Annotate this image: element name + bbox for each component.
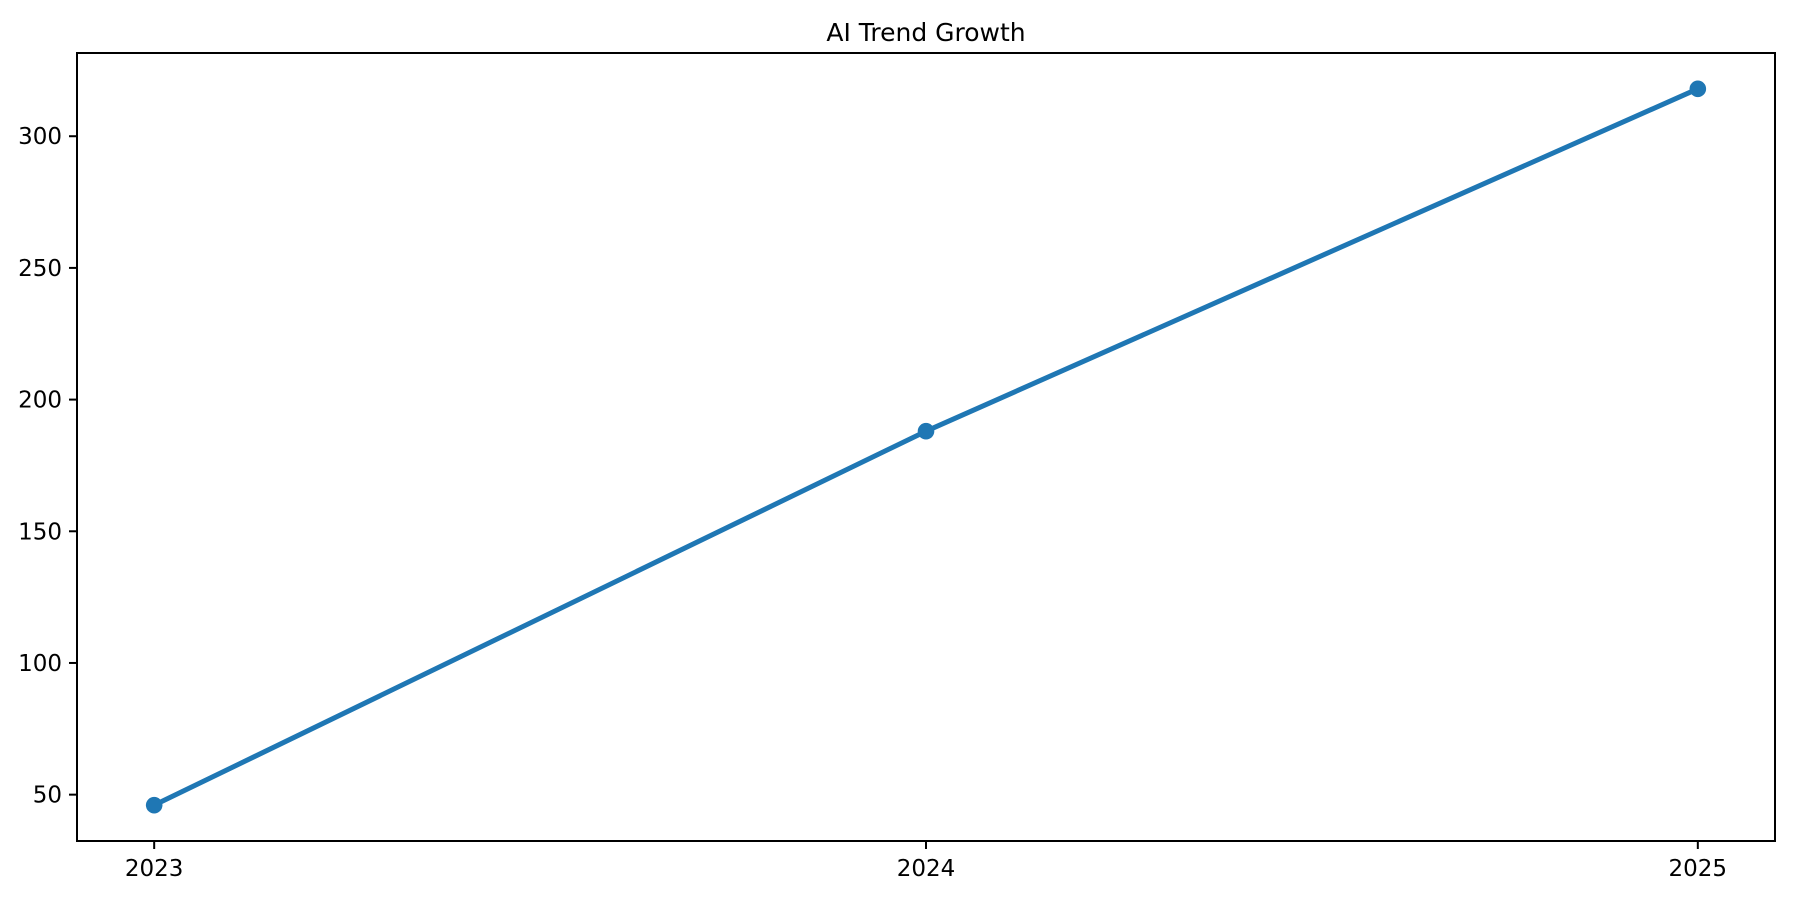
axes-spines (76, 52, 1776, 842)
x-tick-label: 2023 (125, 856, 184, 882)
x-tick-label: 2024 (897, 856, 956, 882)
y-tick-label: 250 (18, 256, 62, 282)
series-line (153, 86, 1699, 808)
y-tick-label: 300 (18, 124, 62, 150)
y-tick-label: 150 (18, 519, 62, 545)
chart-title: AI Trend Growth (826, 18, 1025, 47)
plot-area: 50 100 150 200 250 300 2023 2024 2025 (18, 52, 1776, 882)
x-tick-label: 2025 (1669, 856, 1728, 882)
y-tick-label: 200 (18, 388, 62, 414)
data-point-marker (1689, 80, 1707, 98)
data-point-marker (145, 796, 163, 814)
data-point-marker (917, 422, 935, 440)
y-tick-label: 50 (33, 783, 62, 809)
y-tick-label: 100 (18, 651, 62, 677)
